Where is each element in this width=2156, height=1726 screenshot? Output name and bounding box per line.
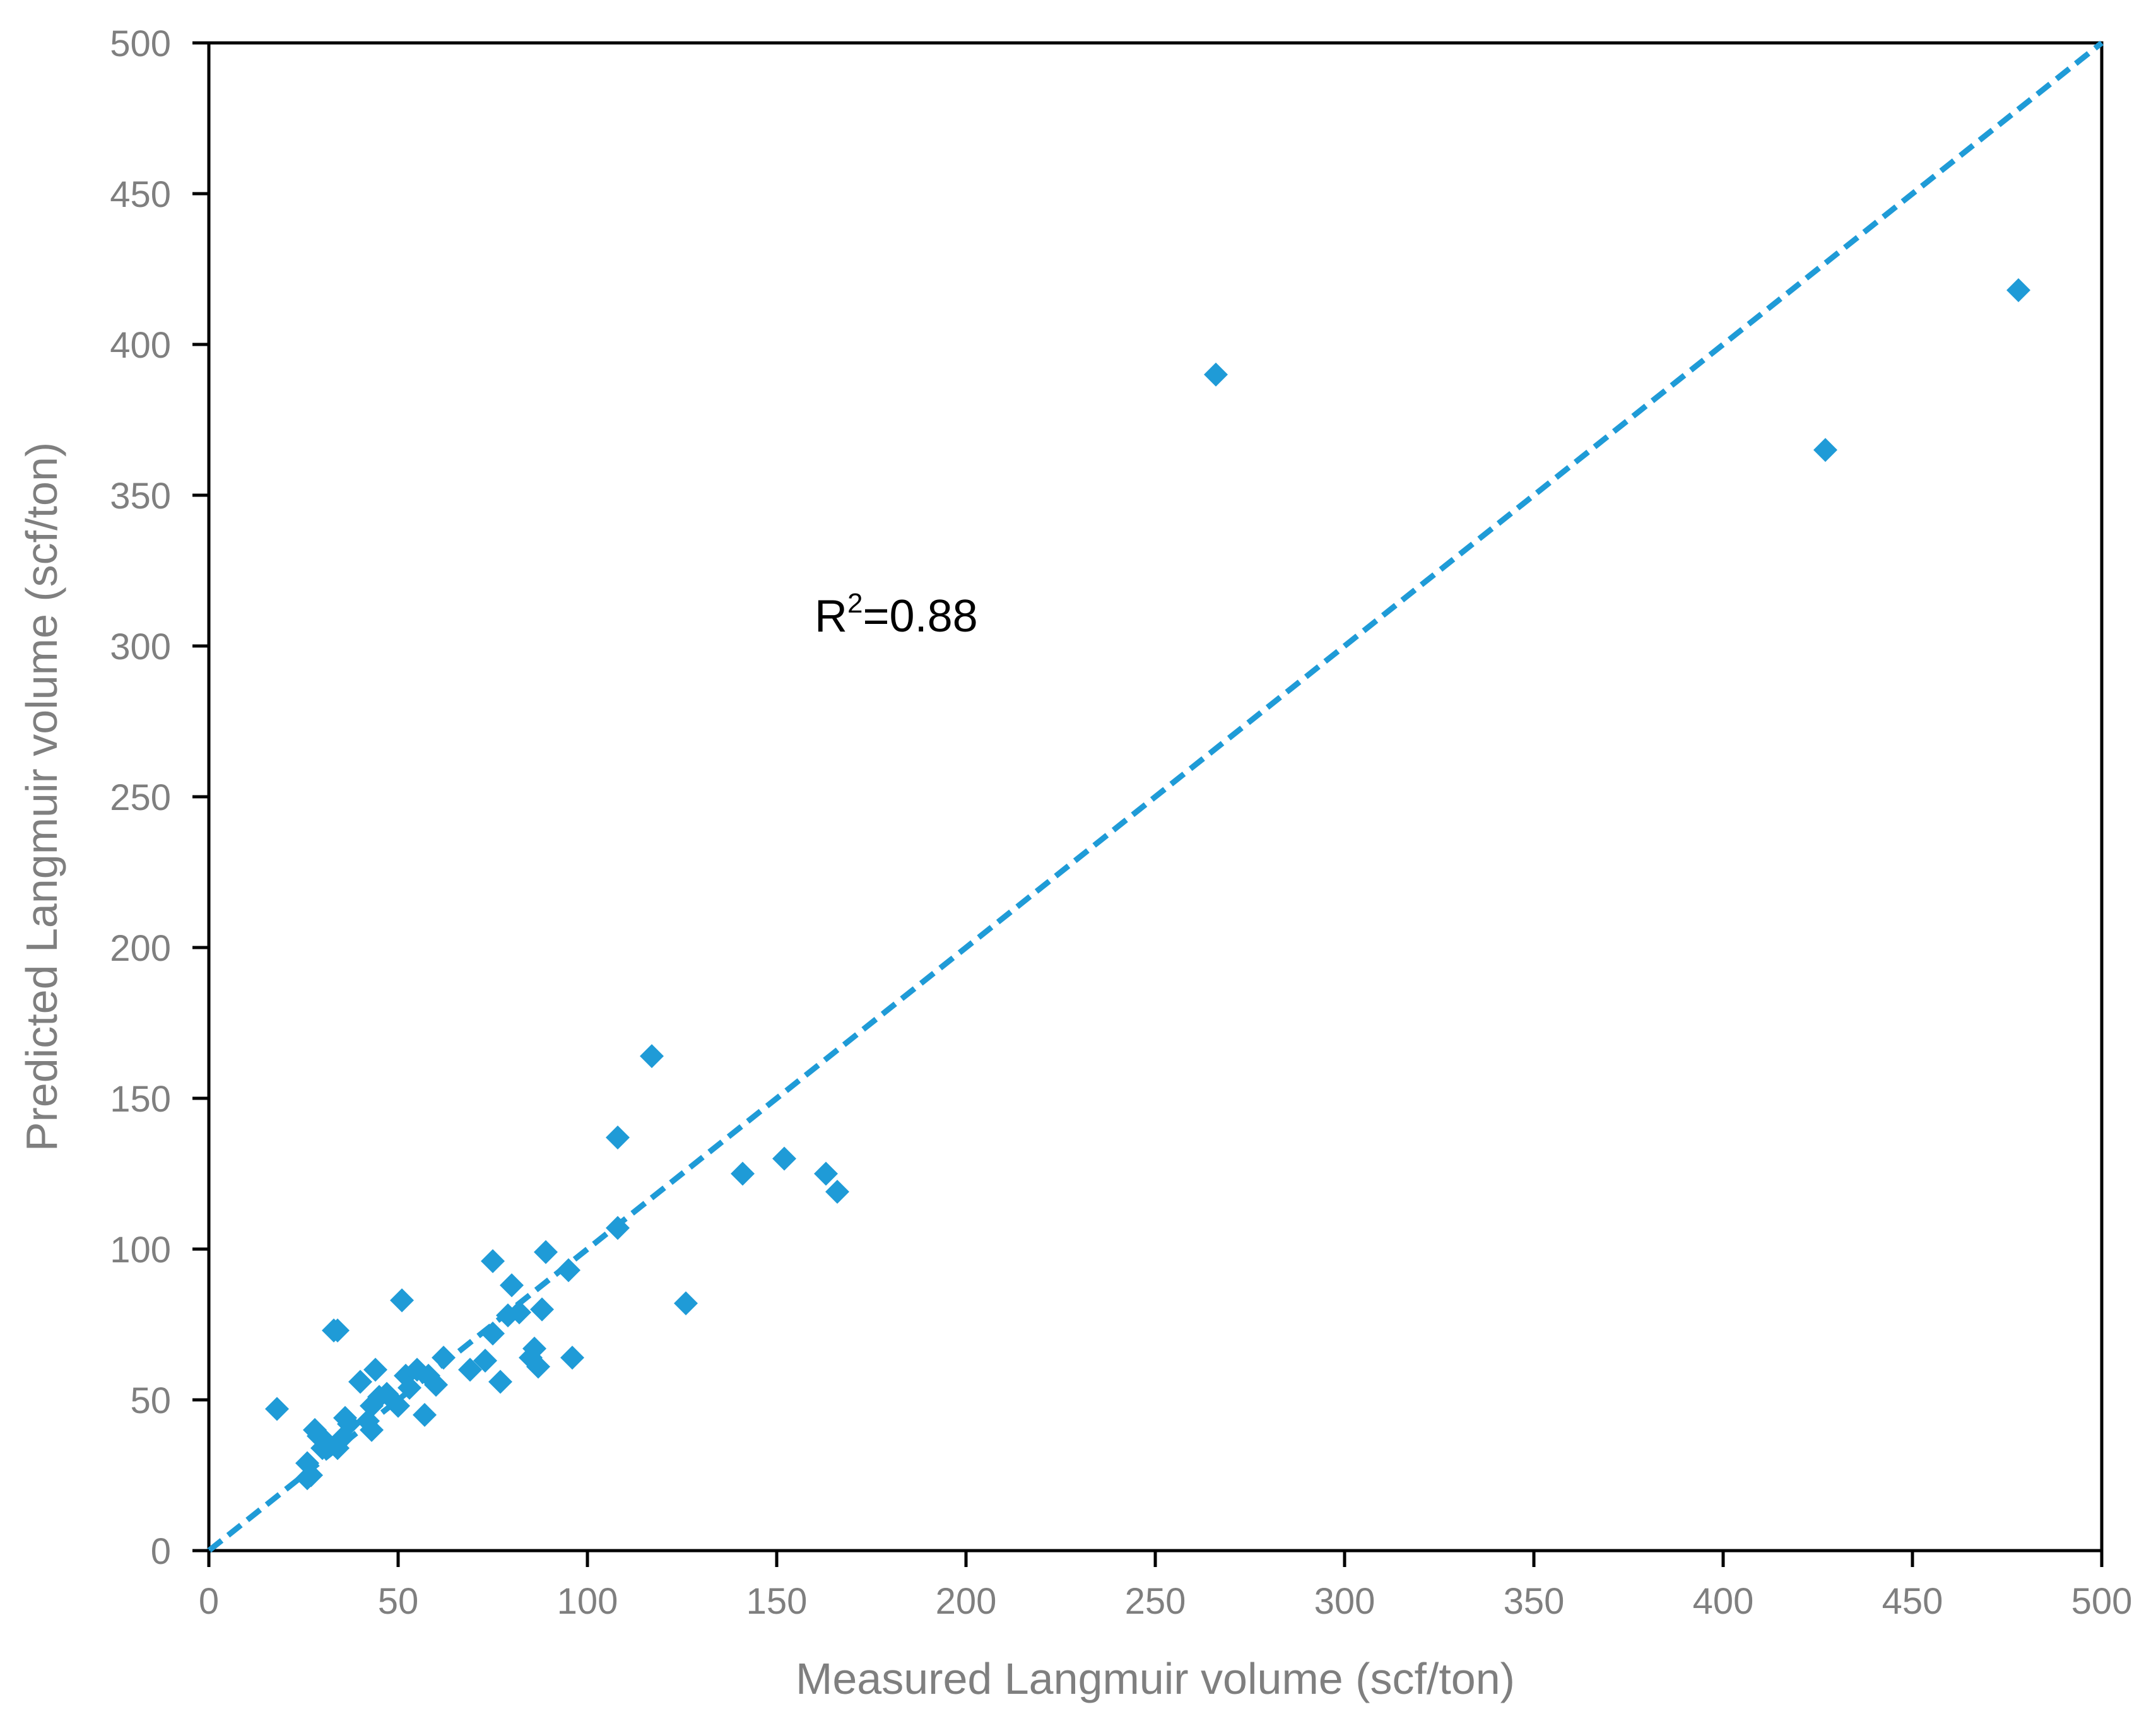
data-point [458,1358,482,1382]
reference-line-layer [207,40,2104,1553]
data-point [432,1346,456,1370]
x-tick-label: 500 [2071,1581,2133,1622]
y-tick-label: 400 [110,325,171,366]
y-tick-label: 150 [110,1079,171,1120]
x-tick-label: 350 [1504,1581,1565,1622]
data-point [534,1240,558,1264]
y-tick-label: 500 [110,23,171,64]
x-tick-label: 250 [1125,1581,1186,1622]
data-point [526,1354,550,1379]
x-tick-label: 300 [1314,1581,1375,1622]
data-point [731,1161,755,1186]
x-tick-label: 200 [936,1581,997,1622]
data-point [814,1161,838,1186]
r-squared-base: R [815,591,847,642]
data-point [606,1216,630,1240]
data-point [363,1358,387,1382]
data-point [390,1288,414,1313]
data-point [825,1180,849,1204]
data-point [348,1370,372,1394]
data-point [337,1412,361,1436]
y-tick-label: 350 [110,476,171,517]
y-tick-label: 450 [110,174,171,215]
reference-line [207,40,2104,1553]
data-point [522,1336,546,1361]
x-tick-label: 0 [199,1581,219,1622]
data-point [606,1125,630,1150]
data-point [2006,278,2030,302]
x-axis-ticks: 0 50 100 150 200 250 300 350 400 450 500 [199,1551,2133,1622]
data-point [640,1044,664,1069]
y-tick-label: 100 [110,1230,171,1271]
data-point [413,1402,437,1427]
data-point [398,1375,421,1400]
y-tick-label: 250 [110,777,171,818]
r-squared-value: =0.88 [863,591,977,642]
data-point [674,1291,698,1316]
data-point [557,1258,580,1283]
data-point [1813,438,1837,462]
data-point [500,1273,524,1298]
data-point [360,1418,384,1442]
x-tick-label: 400 [1693,1581,1754,1622]
data-point [473,1348,497,1373]
r-squared-annotation: R2=0.88 [815,588,978,642]
data-point [481,1249,505,1274]
data-point [424,1373,448,1397]
data-point [481,1321,505,1346]
data-point [1204,362,1228,387]
data-point [326,1318,350,1343]
data-point [386,1394,410,1418]
data-point [507,1300,531,1325]
y-tick-label: 200 [110,928,171,969]
x-tick-label: 450 [1882,1581,1943,1622]
data-point [772,1146,796,1171]
y-tick-label: 0 [151,1531,171,1572]
data-point [560,1346,584,1370]
r-squared-superscript: 2 [847,588,863,619]
x-tick-label: 150 [746,1581,808,1622]
data-point [265,1397,289,1421]
data-points-layer [265,278,2030,1491]
x-tick-label: 100 [557,1581,618,1622]
x-axis-title: Measured Langmuir volume (scf/ton) [796,1654,1515,1703]
data-point [530,1297,554,1322]
y-axis-title: Predicted Langmuir volume (scf/ton) [17,442,66,1151]
x-tick-label: 50 [378,1581,419,1622]
y-tick-label: 300 [110,626,171,667]
data-point [299,1463,323,1488]
data-point [488,1370,512,1394]
y-tick-label: 50 [130,1380,171,1421]
y-axis-ticks: 0 50 100 150 200 250 300 350 400 450 500 [110,23,209,1572]
